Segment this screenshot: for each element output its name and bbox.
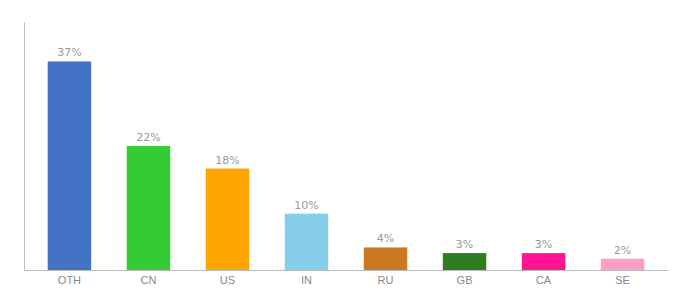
x-tick: US	[220, 274, 235, 286]
x-tick-label: RU	[378, 274, 394, 286]
x-tick-label: OTH	[58, 274, 81, 286]
data-label: 2%	[614, 244, 631, 257]
plot: OTH CN US IN RU GB CA SE 37% 22% 18% 10% 4% 3% 3% 2%	[25, 23, 669, 286]
data-label: 3%	[456, 238, 473, 251]
bars	[48, 61, 645, 270]
data-label: 10%	[294, 199, 318, 212]
bar	[127, 146, 170, 270]
y-axis-line	[24, 23, 25, 271]
x-axis-line	[25, 270, 669, 271]
chart: OTH CN US IN RU GB CA SE 37% 22% 18% 10% 4% 3% 3% 2%	[0, 0, 680, 300]
y-axis	[24, 23, 25, 271]
bar	[364, 247, 407, 270]
data-label: 4%	[377, 232, 394, 245]
data-label: 3%	[535, 238, 552, 251]
data-label: 22%	[136, 131, 160, 144]
bar	[48, 61, 91, 270]
data-label: 37%	[57, 46, 81, 59]
x-axis: OTH CN US IN RU GB CA SE	[25, 271, 669, 286]
x-tick: CA	[536, 274, 552, 286]
x-tick: GB	[457, 274, 473, 286]
x-tick: RU	[378, 274, 394, 286]
bar	[443, 253, 486, 270]
x-tick: CN	[141, 274, 157, 286]
data-label: 18%	[215, 154, 239, 167]
x-tick-label: GB	[457, 274, 473, 286]
x-tick-label: US	[220, 274, 235, 286]
x-tick: IN	[301, 274, 312, 286]
x-tick-label: SE	[615, 274, 630, 286]
x-tick-label: CA	[536, 274, 552, 286]
x-tick: SE	[615, 274, 630, 286]
data-labels: 37% 22% 18% 10% 4% 3% 3% 2%	[57, 46, 631, 256]
bar	[285, 214, 328, 270]
bar	[601, 259, 644, 270]
x-tick-label: IN	[301, 274, 312, 286]
bar	[206, 169, 249, 270]
bar	[522, 253, 565, 270]
x-tick: OTH	[58, 274, 81, 286]
x-tick-label: CN	[141, 274, 157, 286]
